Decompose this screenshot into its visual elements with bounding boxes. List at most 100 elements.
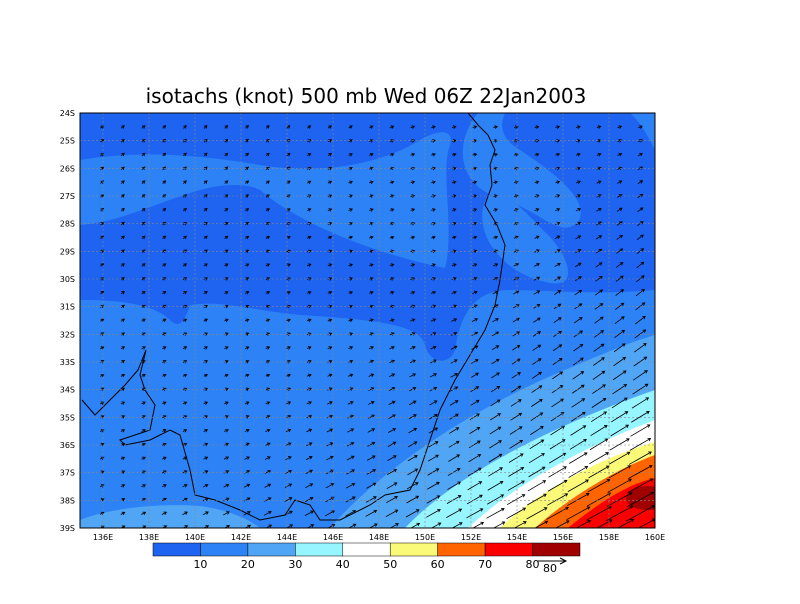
wind-arrow: [427, 454, 439, 462]
lat-label: 34S: [60, 386, 75, 395]
wind-arrow: [203, 456, 209, 460]
colorbar-label: 20: [241, 558, 255, 571]
wind-arrow: [243, 483, 251, 488]
wind-arrow: [389, 166, 395, 171]
wind-arrow: [265, 428, 271, 433]
wind-arrow: [575, 208, 582, 212]
wind-arrow: [628, 464, 653, 479]
wind-arrow: [493, 249, 499, 253]
wind-arrow: [307, 153, 312, 157]
wind-arrow: [244, 456, 250, 460]
wind-arrow: [431, 208, 436, 212]
wind-arrow: [265, 332, 271, 336]
wind-arrow: [245, 166, 250, 171]
wind-arrow: [286, 346, 291, 350]
wind-arrow: [265, 249, 271, 254]
wind-arrow: [348, 221, 354, 226]
wind-arrow: [528, 453, 545, 464]
wind-arrow: [472, 125, 478, 129]
wind-arrow: [634, 343, 647, 353]
wind-arrow: [162, 235, 167, 240]
wind-arrow: [632, 370, 648, 381]
wind-arrow: [224, 277, 229, 281]
wind-arrow: [387, 441, 397, 447]
wind-arrow: [493, 152, 499, 157]
wind-arrow: [389, 277, 395, 281]
wind-arrow: [430, 359, 437, 364]
wind-arrow: [617, 125, 623, 129]
lon-label: 158E: [599, 533, 619, 542]
wind-arrow: [202, 497, 209, 502]
wind-arrow: [575, 249, 582, 254]
lon-label: 150E: [415, 533, 435, 542]
wind-arrow: [446, 495, 462, 504]
wind-arrow: [493, 221, 499, 226]
wind-arrow: [100, 318, 105, 322]
wind-arrow: [508, 467, 525, 477]
wind-arrow: [555, 125, 561, 129]
wind-arrow: [554, 262, 561, 267]
wind-arrow: [326, 428, 334, 433]
wind-arrow: [547, 479, 568, 492]
wind-arrow: [120, 125, 125, 129]
wind-arrow: [120, 429, 126, 433]
colorbar-swatch: [484, 542, 533, 557]
wind-arrow: [511, 385, 522, 393]
wind-arrow: [120, 290, 125, 295]
wind-arrow: [635, 288, 646, 297]
wind-arrow: [368, 346, 375, 350]
wind-arrow: [574, 289, 583, 296]
wind-arrow: [120, 166, 125, 171]
wind-arrow: [224, 152, 229, 157]
wind-arrow: [183, 125, 187, 129]
wind-arrow: [410, 125, 416, 129]
wind-arrow: [606, 492, 633, 507]
wind-arrow: [182, 332, 188, 336]
wind-arrow: [407, 455, 418, 462]
wind-arrow: [616, 194, 623, 198]
wind-arrow: [120, 484, 126, 488]
wind-arrow: [554, 290, 562, 295]
wind-arrow: [141, 263, 146, 267]
wind-arrow: [428, 427, 439, 434]
wind-arrow: [570, 411, 586, 422]
wind-arrow: [532, 344, 542, 351]
colorbar-label: 40: [336, 558, 350, 571]
wind-arrow: [345, 496, 356, 503]
wind-arrow: [507, 480, 525, 491]
wind-arrow: [245, 125, 249, 129]
plot-frame: [79, 112, 656, 529]
wind-arrow: [243, 497, 251, 502]
wind-arrow: [245, 180, 250, 184]
wind-arrow: [632, 383, 649, 395]
wind-arrow: [616, 234, 623, 240]
wind-arrow: [389, 139, 395, 143]
wind-arrow: [567, 493, 590, 507]
wind-arrow: [410, 180, 416, 185]
wind-arrow: [574, 262, 582, 268]
wind-arrow: [203, 152, 208, 157]
wind-arrow: [265, 208, 270, 212]
wind-arrow: [614, 329, 626, 339]
wind-arrow: [549, 439, 566, 450]
wind-arrow: [552, 344, 563, 352]
wind-arrow: [612, 384, 628, 395]
wind-arrow: [162, 318, 167, 323]
wind-arrow: [327, 263, 333, 267]
wind-arrow: [447, 481, 462, 490]
wind-arrow: [327, 318, 333, 323]
fill-region: [80, 132, 451, 268]
wind-arrow: [472, 235, 478, 240]
wind-arrow: [493, 194, 498, 198]
wind-arrow: [589, 438, 609, 451]
wind-arrow: [244, 263, 250, 267]
lat-label: 24S: [60, 109, 75, 118]
wind-arrow: [141, 387, 146, 392]
wind-arrow: [534, 180, 540, 185]
wind-arrow: [389, 332, 395, 336]
wind-arrow: [574, 276, 582, 282]
wind-arrow: [367, 428, 376, 433]
wind-arrow: [625, 505, 655, 522]
wind-arrow: [265, 373, 271, 378]
wind-arrow: [306, 318, 312, 323]
